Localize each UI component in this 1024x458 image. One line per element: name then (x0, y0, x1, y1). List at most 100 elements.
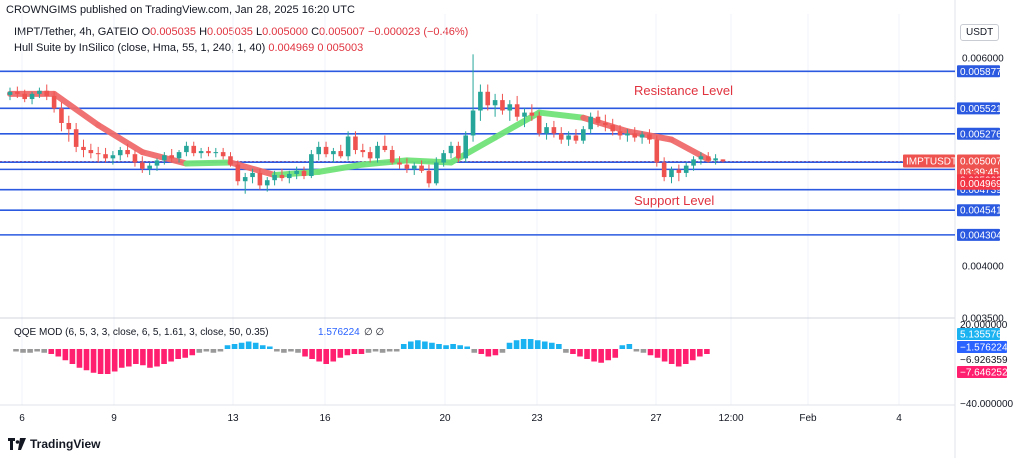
candle-body[interactable] (140, 162, 145, 169)
candle-body[interactable] (162, 155, 167, 161)
candle-body[interactable] (7, 91, 13, 95)
candle-body[interactable] (536, 115, 542, 134)
candle-body[interactable] (250, 172, 255, 178)
candle-body[interactable] (411, 165, 417, 169)
candle-body[interactable] (456, 145, 461, 159)
candle-body[interactable] (654, 139, 660, 163)
last-price-tag[interactable] (957, 154, 1000, 179)
candle-body[interactable] (95, 153, 101, 155)
candle-body[interactable] (22, 93, 27, 100)
qqe-tag-3[interactable] (957, 366, 1007, 378)
hull-tag-2[interactable] (957, 177, 1000, 190)
candle-body[interactable] (573, 135, 579, 141)
candle-body[interactable] (367, 152, 373, 159)
candle-body[interactable] (44, 90, 50, 96)
candle-body[interactable] (478, 91, 483, 111)
candle-body[interactable] (29, 93, 35, 100)
candle-body[interactable] (617, 131, 623, 136)
candle-body[interactable] (500, 100, 505, 111)
candle-body[interactable] (125, 150, 130, 155)
candle-body[interactable] (220, 152, 226, 157)
level-price-tag[interactable] (957, 102, 1000, 115)
candle-body[interactable] (198, 151, 204, 154)
candle-body[interactable] (169, 155, 174, 159)
level-price-tag[interactable] (957, 228, 1000, 241)
candle-body[interactable] (301, 170, 307, 177)
candle-body[interactable] (426, 170, 432, 184)
candle-body[interactable] (228, 156, 233, 165)
candle-body[interactable] (441, 153, 446, 163)
candle-body[interactable] (81, 146, 86, 151)
candle-body[interactable] (103, 154, 108, 159)
candle-body[interactable] (338, 151, 344, 157)
candle-body[interactable] (235, 164, 241, 182)
candle-body[interactable] (522, 112, 527, 117)
candle-body[interactable] (661, 162, 667, 178)
candle-body[interactable] (345, 136, 351, 157)
candle-body[interactable] (309, 154, 314, 177)
candle-body[interactable] (485, 91, 491, 106)
candle-body[interactable] (676, 169, 682, 173)
candle-body[interactable] (470, 110, 476, 136)
time-axis[interactable]: 6 9 13 16 20 23 27 12:00 Feb 4 (19, 413, 902, 424)
candle-body[interactable] (272, 174, 277, 181)
candle-body[interactable] (698, 156, 704, 160)
candle-body[interactable] (323, 146, 329, 155)
currency-button[interactable]: USDT (960, 24, 1000, 41)
candle-body[interactable] (88, 150, 94, 154)
candle-body[interactable] (647, 134, 652, 140)
candle-body[interactable] (375, 145, 380, 159)
candle-body[interactable] (213, 152, 219, 154)
candle-body[interactable] (184, 145, 189, 153)
candle-body[interactable] (242, 177, 248, 182)
candle-body[interactable] (110, 155, 116, 159)
candle-body[interactable] (176, 152, 182, 159)
candle-body[interactable] (632, 133, 638, 138)
candle-body[interactable] (566, 135, 571, 140)
candle-body[interactable] (603, 122, 608, 126)
candle-body[interactable] (15, 91, 20, 94)
candle-body[interactable] (294, 170, 299, 174)
candle-body[interactable] (147, 165, 152, 169)
candle-body[interactable] (463, 135, 468, 159)
candle-body[interactable] (581, 129, 586, 141)
candle-body[interactable] (353, 136, 358, 151)
candle-body[interactable] (544, 127, 549, 134)
candle-body[interactable] (66, 122, 72, 130)
candle-body[interactable] (492, 100, 498, 106)
candle-body[interactable] (551, 127, 557, 134)
candle-body[interactable] (404, 164, 410, 169)
candle-body[interactable] (720, 159, 726, 162)
symbol-legend[interactable]: IMPT/Tether, 4h, GATEIO O0.005035 H0.005… (14, 26, 468, 38)
candle-body[interactable] (191, 145, 197, 154)
candle-body[interactable] (448, 145, 454, 154)
candle-body[interactable] (117, 150, 123, 156)
tradingview-footer[interactable]: TradingView (8, 437, 100, 451)
candle-body[interactable] (610, 125, 615, 132)
candle-body[interactable] (132, 154, 138, 163)
candle-body[interactable] (669, 169, 674, 178)
hull-legend[interactable]: Hull Suite by InSilico (close, Hma, 55, … (14, 42, 363, 54)
candle-body[interactable] (434, 162, 439, 184)
qqe-tag-1[interactable] (957, 328, 1000, 340)
candle-body[interactable] (206, 151, 211, 154)
candle-body[interactable] (507, 104, 513, 111)
candle-body[interactable] (37, 90, 42, 94)
candle-body[interactable] (691, 159, 696, 166)
price-axis[interactable]: 0.006000 0.004000 0.003500 0.005877 0.005521… (903, 54, 1004, 325)
candle-body[interactable] (382, 145, 388, 151)
candle-body[interactable] (389, 150, 395, 163)
candle-body[interactable] (397, 162, 402, 165)
candle-body[interactable] (264, 180, 270, 186)
candle-body[interactable] (287, 173, 292, 179)
candle-body[interactable] (154, 160, 160, 166)
candle-body[interactable] (59, 108, 64, 123)
candle-body[interactable] (683, 165, 689, 173)
qqe-tag-2[interactable] (957, 341, 1007, 353)
candle-body[interactable] (595, 116, 601, 123)
candle-body[interactable] (588, 116, 593, 130)
candle-body[interactable] (331, 151, 336, 155)
candle-body[interactable] (514, 104, 520, 117)
candle-body[interactable] (639, 134, 645, 138)
